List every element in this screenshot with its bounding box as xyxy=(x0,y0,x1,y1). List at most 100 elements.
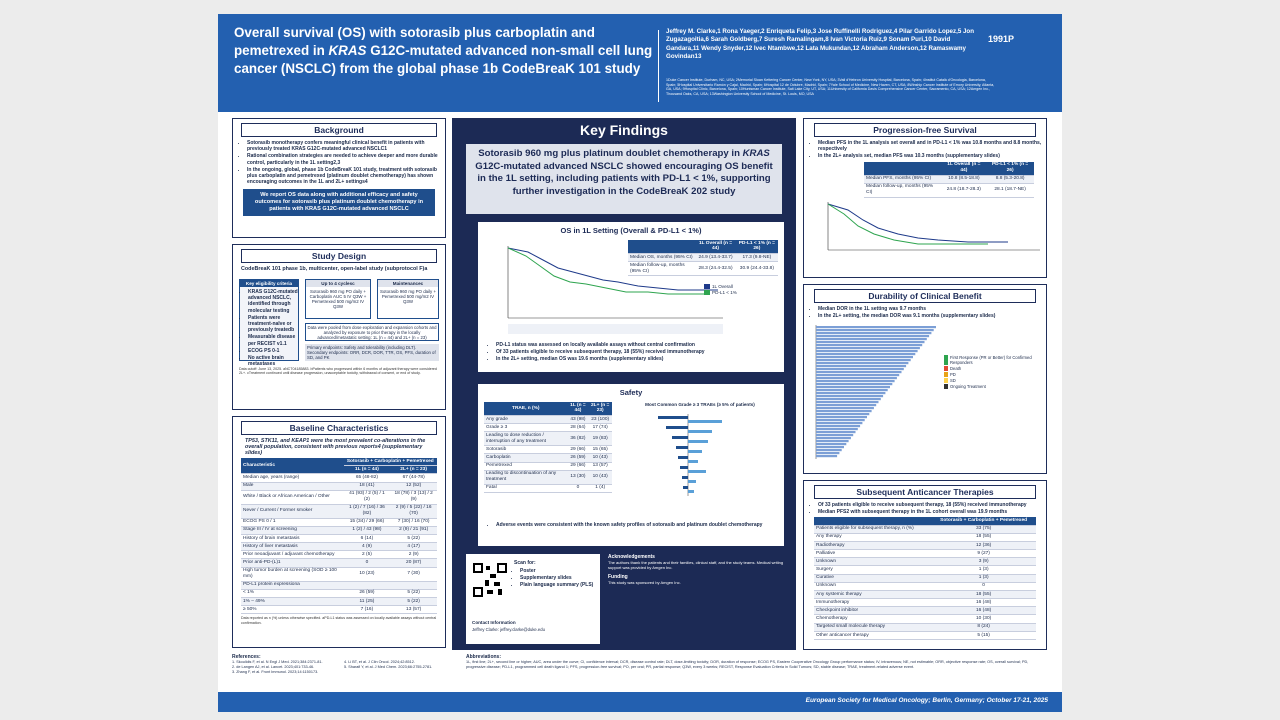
table-cell: Other anticancer therapy xyxy=(814,631,932,640)
divider xyxy=(658,30,659,102)
table-cell: 1L Overall (n = 44) xyxy=(941,161,987,176)
table-cell: 5 (22) xyxy=(390,597,437,607)
table-row: Median follow-up, months (95% CI) 24.8 (1… xyxy=(864,183,1034,198)
legend-item: SD xyxy=(944,378,1044,383)
table-cell: 13 (57) xyxy=(588,462,612,471)
section-heading: Progression-free Survival xyxy=(813,123,1037,137)
swimmer-bar xyxy=(816,395,884,398)
reference: 5. Sharafi Y, et al. J Med Chem. 2023;66… xyxy=(344,664,433,669)
contact: Jeffrey Clarke: jeffrey.clarke@duke.edu xyxy=(472,627,545,632)
table-cell: 0 xyxy=(567,484,589,493)
swimmer-bar xyxy=(816,374,900,377)
maintenance-box: Maintenancec Sotorasib 960 mg PO daily +… xyxy=(377,279,439,319)
table-cell: 2 (9) xyxy=(390,550,437,560)
qr-code xyxy=(472,562,508,598)
table-cell: 67 (44-78) xyxy=(390,473,437,483)
table-cell: 28 (64) xyxy=(567,423,589,433)
table-row: Prior anti-PD-(L)1 0 20 (87) xyxy=(241,558,437,568)
km-figure xyxy=(507,246,723,334)
table-row: Sotorasib + Carboplatin + Pemetrexed xyxy=(814,517,1036,526)
poster-header: Overall survival (OS) with sotorasib plu… xyxy=(218,14,1062,112)
box-title: Up to 4 cyclesc xyxy=(306,280,370,287)
table-cell: History of liver metastasis xyxy=(241,542,344,552)
table-row: Median OS, months (95% CI) 24.9 (13.4-33.… xyxy=(628,253,778,263)
table-cell: Prior neoadjuvant / adjuvant chemotherap… xyxy=(241,550,344,560)
legend-item: Death xyxy=(944,366,1044,371)
table-cell: 1L (n = 44) xyxy=(567,402,589,416)
table-cell: 18 (41) xyxy=(343,482,391,491)
table-cell: 1 (3) xyxy=(931,565,1036,575)
table-cell: Surgery xyxy=(814,565,932,575)
title-text: Overall survival (OS) with sotorasib plu… xyxy=(234,25,595,58)
table-cell: 6 (14) xyxy=(343,534,391,544)
table-cell: 1L Overall (n = 44) xyxy=(695,240,736,254)
swimmer-bar xyxy=(816,431,856,434)
table-row: Leading to dose reduction / interruption… xyxy=(484,431,612,447)
table-row: TRAE, n (%) 1L (n = 44) 2L+ (n = 23) xyxy=(484,402,612,416)
swimmer-bar xyxy=(816,386,890,389)
bullet: Patients were treatment-naïve or previou… xyxy=(248,315,298,334)
bullet: Of 33 patients eligible to receive subse… xyxy=(496,349,782,355)
swimmer-bar xyxy=(816,365,907,368)
table-cell: 26 (59) xyxy=(567,453,589,463)
table-cell: 0 xyxy=(343,558,391,568)
table-row: Sotorasib 29 (66) 15 (65) xyxy=(484,445,612,455)
summary-text: Sotorasib 960 mg plus platinum doublet c… xyxy=(478,148,743,159)
table-row: Carboplatin 26 (59) 10 (43) xyxy=(484,453,612,463)
table-cell: < 1% xyxy=(241,589,344,598)
table-cell: 5 (22) xyxy=(390,589,437,598)
table-row: Unknown 3 (9) xyxy=(814,557,1036,567)
table-cell: 2 (5) xyxy=(343,550,391,560)
table-cell: Characteristic xyxy=(241,458,344,475)
swimmer-bar xyxy=(816,416,867,419)
table-row: Targeted small molecule therapy 8 (24) xyxy=(814,623,1036,632)
table-row: Palliative 9 (27) xyxy=(814,549,1036,559)
table-row: Any grade 43 (98) 23 (100) xyxy=(484,415,612,425)
swimmer-bar xyxy=(816,362,909,365)
table-cell: 24.9 (13.4-33.7) xyxy=(695,253,736,263)
section-heading: Study Design xyxy=(241,249,437,263)
section-heading: Durability of Clinical Benefit xyxy=(813,289,1037,303)
swimmer-bar xyxy=(816,347,920,350)
safety-bar-figure xyxy=(658,414,722,496)
table-cell: 7 (16) xyxy=(343,605,391,615)
table-row: Stage III / IV at screening 1 (2) / 43 (9… xyxy=(241,526,437,535)
references-title: References: xyxy=(232,654,261,660)
bullet-list: PD-L1 status was assessed on locally ava… xyxy=(482,342,782,364)
table-cell: 10.8 (8.5-18.8) xyxy=(941,175,987,184)
swimmer-bar xyxy=(816,353,916,356)
table-cell: 8 (24) xyxy=(931,623,1036,632)
table-cell: Radiotherapy xyxy=(814,541,932,551)
reference: 1. Skoulidis F, et al. N Engl J Med. 202… xyxy=(232,660,323,664)
table-cell: 3 (9) xyxy=(931,557,1036,567)
swimmer-bar xyxy=(816,380,895,383)
bullet: In the 2L+ setting, median OS was 19.6 m… xyxy=(496,356,782,362)
box-title: Key eligibility criteria xyxy=(240,280,298,287)
table-row: 1L Overall (n = 44) PD-L1 < 1% (n = 26) xyxy=(864,161,1034,176)
table-row: Radiotherapy 12 (36) xyxy=(814,541,1036,551)
bullet-list: Median PFS in the 1L analysis set overal… xyxy=(804,140,1046,160)
table-cell: 9 (27) xyxy=(931,549,1036,559)
legend-item: 1L Overall xyxy=(704,284,737,289)
table-cell: 1L (n = 44) xyxy=(343,465,391,475)
bullet: Supplementary slides xyxy=(520,575,596,581)
bullet: Of 33 patients eligible to receive subse… xyxy=(818,502,1046,508)
table-row: Pemetrexed 29 (66) 13 (57) xyxy=(484,462,612,471)
bullet: No active brain metastases xyxy=(248,355,298,367)
table-cell: 65 (48-82) xyxy=(343,473,391,483)
pooled-box: Data were pooled from dose exploration a… xyxy=(305,323,439,341)
bullet-list: KRAS G12C-mutated advanced NSCLC, identi… xyxy=(240,289,298,367)
table-cell: Unknown xyxy=(814,582,932,591)
swimmer-bar xyxy=(816,398,881,401)
table-cell: 8.8 (5.3-20.8) xyxy=(986,175,1034,184)
bullet: Median DOR in the 1L setting was 9.7 mon… xyxy=(818,306,1046,312)
table-cell: Any therapy xyxy=(814,533,932,542)
pfs-section: Progression-free Survival Median PFS in … xyxy=(803,118,1047,278)
table-cell: 0 xyxy=(931,582,1036,591)
table-cell: PD-L1 < 1% (n = 26) xyxy=(735,240,778,254)
table-row: White / Black or African American / Othe… xyxy=(241,490,437,505)
section-heading: Subsequent Anticancer Therapies xyxy=(813,485,1037,499)
table-row: Surgery 1 (3) xyxy=(814,565,1036,575)
table-row: High tumor burden at screening (SOD ≥ 10… xyxy=(241,567,437,582)
ack-text: The authors thank the patients and their… xyxy=(608,560,784,570)
